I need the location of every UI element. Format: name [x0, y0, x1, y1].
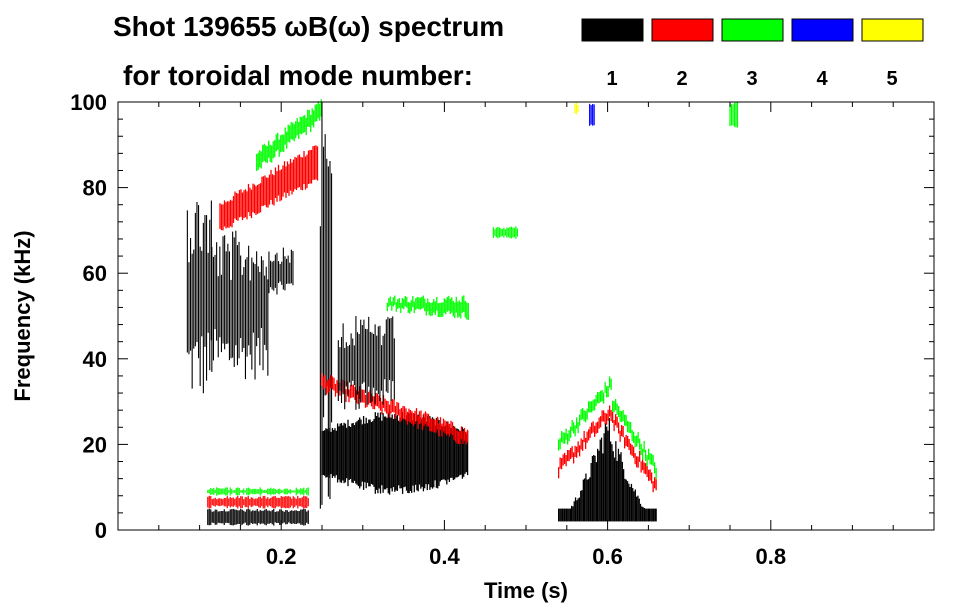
- y-axis-title: Frequency (kHz): [10, 230, 35, 401]
- chart-title-line1: Shot 139655 ωB(ω) spectrum: [113, 11, 504, 42]
- mode-1-region: [186, 200, 212, 394]
- legend-swatch-4: [791, 18, 854, 42]
- x-tick-label: 0.4: [429, 544, 460, 569]
- x-tick-label: 0.2: [266, 544, 297, 569]
- legend-label-1: 1: [606, 68, 617, 90]
- mode-1-region: [337, 316, 395, 410]
- mode-1-region: [321, 411, 469, 495]
- y-tick-label: 20: [83, 432, 107, 457]
- chart-title-line2: for toroidal mode number:: [123, 60, 473, 91]
- mode-3-region: [557, 376, 657, 480]
- mode-2-region: [557, 405, 657, 493]
- x-tick-label: 0.6: [592, 544, 623, 569]
- legend-swatch-5: [861, 18, 924, 42]
- legend-swatch-2: [651, 18, 714, 42]
- mode-3-region: [492, 226, 518, 239]
- legend: 1 2 3 4 5: [581, 18, 924, 90]
- legend-swatch-3: [721, 18, 784, 42]
- y-tick-label: 40: [83, 347, 107, 372]
- mode-5-region: [574, 102, 579, 115]
- mode-2-region: [219, 145, 319, 231]
- x-axis-title: Time (s): [484, 578, 568, 603]
- legend-label-3: 3: [746, 68, 757, 90]
- y-tick-label: 0: [95, 518, 107, 543]
- mode-1-region: [268, 247, 294, 295]
- legend-swatch-1: [581, 18, 644, 42]
- axis-ticks: 0.2 0.4 0.6 0.8 0 20 40 60 80 100: [70, 90, 934, 569]
- mode-3-region: [207, 487, 309, 496]
- legend-label-4: 4: [816, 68, 828, 90]
- spectrum-data: [186, 99, 739, 526]
- y-tick-label: 100: [70, 90, 107, 115]
- mode-2-region: [207, 495, 309, 509]
- mode-4-region: [589, 103, 595, 126]
- mode-1-region: [211, 230, 269, 380]
- mode-1-region: [557, 417, 657, 522]
- mode-3-region: [729, 102, 739, 128]
- legend-label-2: 2: [676, 68, 687, 90]
- mode-3-region: [386, 295, 469, 321]
- legend-label-5: 5: [886, 68, 897, 90]
- x-tick-label: 0.8: [756, 544, 787, 569]
- mode-2-region: [321, 373, 469, 445]
- y-tick-label: 80: [83, 176, 107, 201]
- mode-1-region: [207, 508, 309, 526]
- y-tick-label: 60: [83, 261, 107, 286]
